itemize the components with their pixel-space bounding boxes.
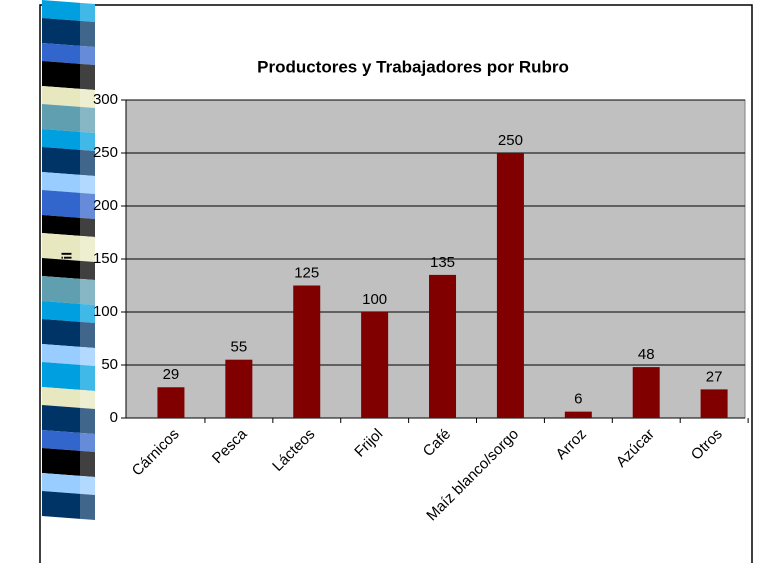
- y-tick-label: 250: [93, 144, 118, 161]
- stripe-shade: [80, 0, 95, 563]
- y-axis-label: mil: [59, 252, 75, 272]
- value-label: 27: [706, 368, 723, 385]
- stripe: [42, 319, 95, 348]
- stripe: [42, 86, 95, 108]
- stripe: [42, 172, 95, 194]
- stripe: [42, 104, 95, 133]
- stripe: [42, 0, 95, 22]
- stripe: [42, 430, 95, 452]
- y-tick-label: 200: [93, 197, 118, 214]
- y-tick-label: 50: [101, 356, 118, 373]
- stripe: [42, 276, 95, 305]
- stripe: [42, 473, 95, 495]
- value-label: 29: [163, 366, 180, 383]
- stripe: [42, 258, 95, 280]
- stripe: [42, 61, 95, 90]
- bar: [361, 312, 389, 418]
- y-tick-label: 300: [93, 91, 118, 108]
- stripe: [42, 147, 95, 176]
- stripe: [42, 405, 95, 434]
- stripe: [42, 491, 95, 520]
- value-label: 55: [230, 339, 247, 356]
- stripe: [42, 190, 95, 219]
- bar: [564, 411, 592, 418]
- value-label: 125: [294, 264, 319, 281]
- value-label: 6: [574, 391, 582, 408]
- bar: [632, 367, 660, 418]
- value-label: 48: [638, 346, 655, 363]
- stripe: [42, 344, 95, 366]
- y-tick-label: 0: [110, 409, 118, 426]
- y-tick-label: 150: [93, 250, 118, 267]
- stripe: [42, 301, 95, 323]
- stripe: [42, 43, 95, 65]
- value-label: 100: [362, 291, 387, 308]
- chart-title: Productores y Trabajadores por Rubro: [257, 57, 569, 76]
- stripe: [42, 129, 95, 151]
- bar: [700, 389, 728, 418]
- stripe: [42, 233, 95, 262]
- value-label: 250: [498, 132, 523, 149]
- bar: [157, 387, 185, 418]
- value-label: 135: [430, 254, 455, 271]
- bar: [293, 285, 321, 418]
- stripe: [42, 18, 95, 47]
- bar: [429, 274, 457, 418]
- stripe: [42, 448, 95, 477]
- y-tick-label: 100: [93, 303, 118, 320]
- bar: [225, 359, 253, 418]
- stripe: [42, 387, 95, 409]
- stripe: [42, 215, 95, 237]
- decor-stripes: [42, 0, 95, 563]
- bar: [496, 153, 524, 418]
- stripe: [42, 362, 95, 391]
